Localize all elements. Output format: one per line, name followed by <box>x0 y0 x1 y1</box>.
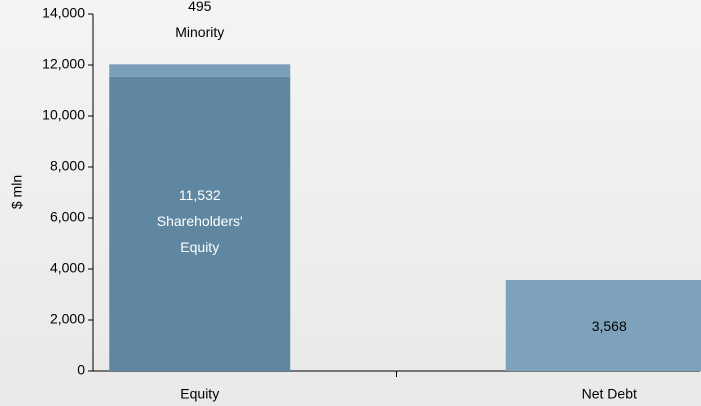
x-tick-label: Net Debt <box>582 386 637 402</box>
value-label: 495 <box>188 0 212 15</box>
y-tick-label: 12,000 <box>42 56 85 72</box>
y-tick-label: 4,000 <box>50 260 85 276</box>
value-label: 11,532 <box>178 186 221 203</box>
bar-segment <box>505 280 701 371</box>
y-tick-label: 14,000 <box>42 5 85 21</box>
series-label: Shareholders' Equity <box>156 212 243 255</box>
series-label: Minority <box>175 24 225 41</box>
y-tick-label: 2,000 <box>50 311 85 327</box>
x-tick-label: Equity <box>180 386 219 402</box>
y-tick-label: 6,000 <box>50 209 85 225</box>
bar-segment <box>109 64 291 77</box>
value-label: 3,568 <box>591 317 627 334</box>
y-tick-label: 0 <box>77 362 85 378</box>
y-tick-label: 10,000 <box>42 107 85 123</box>
y-tick-label: 8,000 <box>50 158 85 174</box>
bar-segment <box>109 76 291 372</box>
y-axis-label: $ mln <box>9 175 25 209</box>
